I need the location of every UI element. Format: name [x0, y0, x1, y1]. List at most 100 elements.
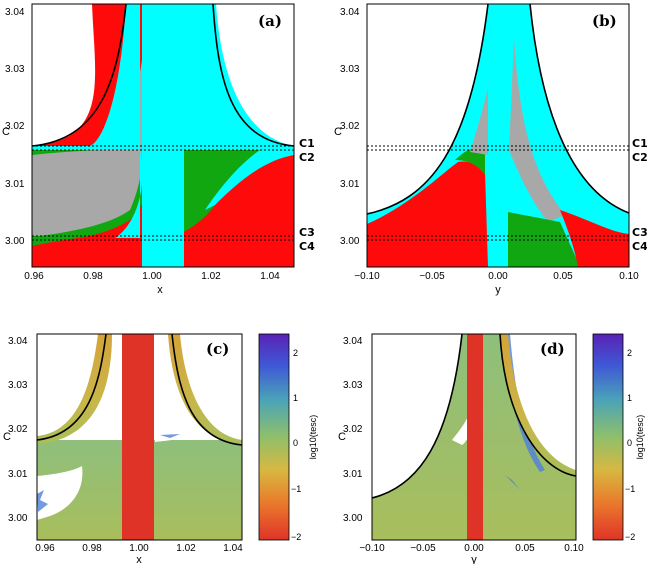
panel-b-xtick-1: −0.05 [419, 271, 445, 282]
panel-c-ytick-3: 3.03 [8, 380, 28, 391]
panel-b-ytick-4: 3.04 [340, 7, 360, 18]
panel-d-blue-edge [503, 334, 545, 490]
panel-c-xtick-3: 1.02 [176, 543, 196, 554]
panel-b-cyan-strip [488, 4, 508, 267]
panel-c-left-white-region [37, 466, 83, 520]
panel-c-ytick-2: 3.02 [8, 424, 28, 435]
panel-d-xtick-1: −0.05 [410, 543, 436, 554]
panel-a-cyan-band-right [205, 150, 294, 210]
panel-b-ytick-2: 3.02 [340, 121, 360, 132]
panel-a-xlabel: x [157, 284, 163, 296]
panel-a-ytick-0: 3.00 [5, 236, 25, 247]
panel-a-ytick-4: 3.04 [5, 7, 25, 18]
panel-c-ylabel: C [3, 431, 11, 443]
panel-d-ytick-3: 3.03 [343, 380, 363, 391]
panel-d-colorbar [592, 333, 624, 541]
panel-c-xtick-2: 1.00 [129, 543, 149, 554]
panel-b-red-right [560, 210, 629, 267]
panel-b-xtick-2: 0.00 [488, 271, 508, 282]
panel-b-label: (b) [592, 12, 617, 30]
panel-b-ylabel: C [334, 126, 342, 138]
panel-a-xtick-0: 0.96 [24, 271, 44, 282]
panel-c-cbtick-2: 0 [293, 438, 298, 448]
panel-a-c2-label: C2 [299, 151, 315, 164]
panel-a-xtick-4: 1.04 [260, 271, 280, 282]
panel-c-frame [36, 333, 243, 541]
panel-a-c3-label: C3 [299, 226, 315, 239]
panel-d-cbtick-1: 1 [627, 393, 632, 403]
panel-a-xtick-3: 1.02 [201, 271, 221, 282]
panel-d-right-arm [500, 334, 576, 476]
panel-b-c1-label: C1 [632, 137, 647, 150]
panel-c-arms [37, 334, 242, 445]
panel-d-red-strip [467, 334, 483, 540]
panel-c-cbtick-4: −2 [291, 532, 301, 542]
panel-b-frame [366, 3, 630, 268]
panel-b-ytick-3: 3.03 [340, 64, 360, 75]
panel-d-label: (d) [540, 340, 565, 358]
panel-c-red-strip [122, 334, 154, 540]
panel-d-xtick-3: 0.05 [515, 543, 535, 554]
panel-a-zvc-boundary [32, 4, 294, 147]
panel-d-xlabel: y [471, 554, 477, 564]
panel-a-gray-left [32, 52, 146, 236]
panel-a-c1-label: C1 [299, 137, 315, 150]
panel-d-xtick-4: 0.10 [564, 543, 584, 554]
panel-b-ytick-1: 3.01 [340, 179, 360, 190]
panel-b-red-left [367, 161, 488, 267]
panel-d-colorbar-title: log10(tesc) [635, 415, 645, 460]
panel-d-zvc-boundary [372, 334, 576, 499]
panel-c-xtick-1: 0.98 [82, 543, 102, 554]
panel-d-ylabel: C [338, 431, 346, 443]
panel-d-cbtick-4: −2 [625, 532, 635, 542]
panel-a-red-bottom-left [32, 228, 140, 267]
panel-d-xtick-0: −0.10 [359, 543, 385, 554]
panel-c-colorbar [258, 333, 290, 541]
panel-d-ytick-0: 3.00 [343, 513, 363, 524]
panel-b-xlabel: y [495, 284, 501, 296]
panel-a-ytick-2: 3.02 [5, 121, 25, 132]
panel-a-c4-label: C4 [299, 240, 315, 253]
panel-c-cbtick-1: 1 [293, 393, 298, 403]
panel-b-gray-right [509, 40, 565, 222]
panel-d-ytick-2: 3.02 [343, 424, 363, 435]
panel-b-xtick-3: 0.05 [553, 271, 573, 282]
panel-b-green-left [455, 146, 485, 175]
panel-c-xtick-0: 0.96 [35, 543, 55, 554]
panel-d-ytick-1: 3.01 [343, 469, 363, 480]
panel-d-ytick-4: 3.04 [343, 336, 363, 347]
panel-a-cyan-region [32, 4, 294, 267]
panel-b-xtick-4: 0.10 [619, 271, 639, 282]
panel-d-xtick-2: 0.00 [464, 543, 484, 554]
panel-d-cbtick-3: −1 [625, 484, 635, 494]
panel-d-frame [371, 333, 577, 541]
panel-a-ylabel: C [2, 126, 10, 138]
panel-c-zvc-boundary [37, 334, 242, 446]
panel-a-xtick-2: 1.00 [142, 271, 162, 282]
panel-c: (c) 3.00 3.01 3.02 3.03 3.04 C 0.96 0.98… [3, 333, 318, 564]
panel-b-xtick-0: −0.10 [354, 271, 380, 282]
panel-c-xtick-4: 1.04 [223, 543, 243, 554]
panel-c-right-white-region [151, 360, 195, 442]
panel-a-ytick-3: 3.03 [5, 64, 25, 75]
panel-d-white-notch [452, 410, 471, 445]
panel-d-cbtick-2: 0 [627, 438, 632, 448]
panel-b-c2-label: C2 [632, 151, 647, 164]
panel-a-frame [31, 3, 295, 268]
panel-b-c4-label: C4 [632, 240, 647, 253]
panel-a: (a) C1 C2 C3 C4 3.00 3.01 3.02 3.03 3.04… [2, 3, 315, 296]
panel-c-ytick-0: 3.00 [8, 513, 28, 524]
panel-c-colorbar-title: log10(tesc) [308, 415, 318, 460]
panel-c-cbtick-0: 2 [293, 348, 298, 358]
panel-a-ytick-1: 3.01 [5, 179, 25, 190]
panel-c-xlabel: x [136, 554, 142, 564]
panel-b: (b) C1 C2 C3 C4 3.00 3.01 3.02 3.03 3.04… [334, 3, 647, 296]
panel-c-label: (c) [206, 340, 229, 358]
panel-c-ytick-4: 3.04 [8, 336, 28, 347]
panel-c-ytick-1: 3.01 [8, 469, 28, 480]
panel-b-ytick-0: 3.00 [340, 236, 360, 247]
panel-b-zvc-boundary [367, 4, 629, 215]
panel-c-cbtick-3: −1 [291, 484, 301, 494]
panel-d-cbtick-0: 2 [627, 348, 632, 358]
